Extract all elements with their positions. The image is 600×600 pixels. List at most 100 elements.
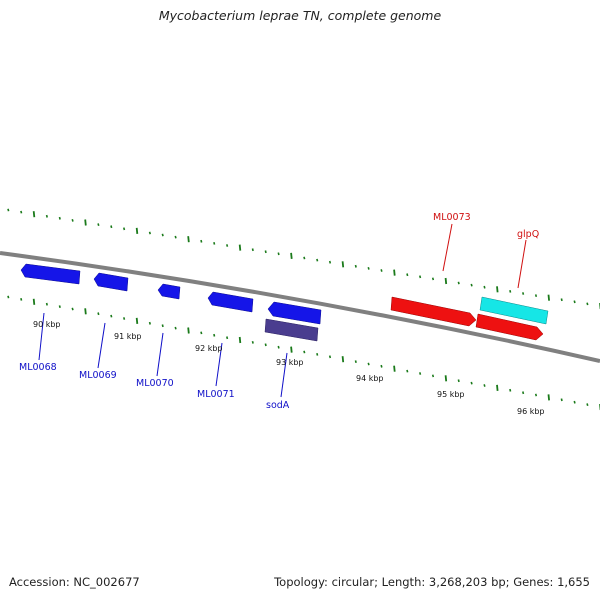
gene-arrow-ml0069[interactable] bbox=[93, 272, 129, 292]
tick-mark bbox=[32, 211, 36, 218]
connector-glpq bbox=[517, 239, 527, 289]
connector-ml0073 bbox=[442, 223, 453, 272]
upper-tick-track bbox=[7, 208, 600, 310]
kbp-label: 91 kbp bbox=[114, 332, 142, 341]
tick-mark bbox=[238, 244, 242, 251]
tick-mark bbox=[277, 252, 280, 256]
tick-mark bbox=[367, 362, 370, 366]
tick-mark bbox=[84, 219, 87, 226]
tick-mark bbox=[534, 294, 538, 297]
tick-mark bbox=[264, 343, 267, 347]
gene-label-glpq[interactable]: glpQ bbox=[517, 229, 539, 240]
tick-mark bbox=[509, 290, 512, 293]
tick-mark bbox=[303, 256, 306, 260]
gene-arrow-ml0071[interactable] bbox=[207, 291, 254, 313]
tick-mark bbox=[58, 216, 61, 220]
connector-ml0069 bbox=[97, 322, 106, 369]
kbp-scale-labels: 90 kbp 91 kbp 92 kbp 93 kbp 94 kbp 95 kb… bbox=[33, 320, 545, 416]
tick-mark bbox=[573, 400, 576, 404]
tick-mark bbox=[457, 281, 460, 285]
tick-mark bbox=[444, 375, 448, 382]
gene-label-ml0070[interactable]: ML0070 bbox=[136, 378, 174, 389]
tick-mark bbox=[419, 275, 422, 279]
tick-mark bbox=[586, 403, 589, 406]
tick-mark bbox=[354, 360, 357, 363]
tick-mark bbox=[226, 244, 229, 247]
kbp-label: 93 kbp bbox=[276, 358, 304, 367]
tick-mark bbox=[110, 225, 113, 229]
tick-mark bbox=[496, 286, 499, 293]
tick-mark bbox=[7, 208, 10, 212]
tick-mark bbox=[393, 269, 396, 276]
gene-arrow-ml0070[interactable] bbox=[157, 283, 181, 300]
gene-bar-glpq[interactable] bbox=[479, 296, 549, 325]
tick-mark bbox=[367, 267, 370, 270]
tick-mark bbox=[509, 388, 512, 392]
gene-arrow-soda-blue[interactable] bbox=[267, 301, 322, 325]
tick-mark bbox=[251, 341, 254, 344]
tick-mark bbox=[560, 398, 563, 402]
tick-mark bbox=[97, 223, 100, 226]
gene-arrow-ml0068[interactable] bbox=[20, 263, 81, 285]
tick-mark bbox=[213, 242, 216, 245]
tick-mark bbox=[148, 321, 151, 325]
tick-mark bbox=[32, 298, 36, 305]
connector-ml0070 bbox=[156, 332, 164, 377]
gene-label-ml0073[interactable]: ML0073 bbox=[433, 212, 471, 223]
tick-mark bbox=[328, 355, 332, 359]
tick-mark bbox=[123, 227, 126, 231]
tick-mark bbox=[200, 239, 203, 243]
tick-mark bbox=[303, 350, 306, 354]
tick-mark bbox=[419, 372, 422, 375]
tick-mark bbox=[483, 285, 486, 289]
tick-mark bbox=[316, 258, 319, 262]
tick-mark bbox=[123, 317, 126, 320]
gene-label-ml0068[interactable]: ML0068 bbox=[19, 362, 57, 373]
tick-mark bbox=[20, 298, 23, 301]
tick-mark bbox=[457, 379, 460, 383]
connector-ml0068 bbox=[38, 312, 45, 361]
tick-mark bbox=[444, 277, 448, 285]
tick-mark bbox=[200, 331, 203, 335]
tick-mark bbox=[187, 327, 190, 334]
gene-label-ml0071[interactable]: ML0071 bbox=[197, 389, 235, 400]
tick-mark bbox=[45, 302, 48, 306]
tick-mark bbox=[290, 346, 293, 353]
tick-mark bbox=[84, 308, 87, 315]
tick-mark bbox=[547, 394, 550, 401]
tick-mark bbox=[328, 260, 332, 264]
kbp-label: 92 kbp bbox=[195, 344, 223, 353]
genome-backbone bbox=[0, 251, 600, 363]
gene-bar-soda[interactable] bbox=[264, 318, 319, 342]
tick-mark bbox=[7, 295, 10, 299]
lower-tick-track bbox=[7, 295, 600, 411]
tick-mark bbox=[71, 219, 74, 222]
tick-mark bbox=[431, 277, 435, 281]
tick-mark bbox=[586, 302, 589, 306]
tick-mark bbox=[406, 273, 409, 277]
tick-mark bbox=[174, 235, 177, 239]
tick-mark bbox=[148, 231, 151, 235]
tick-mark bbox=[431, 374, 435, 378]
tick-mark bbox=[470, 283, 473, 287]
tick-mark bbox=[277, 345, 280, 349]
tick-mark bbox=[174, 326, 177, 330]
kbp-label: 90 kbp bbox=[33, 320, 61, 329]
tick-mark bbox=[58, 305, 61, 308]
kbp-label: 95 kbp bbox=[437, 390, 465, 399]
tick-mark bbox=[71, 307, 74, 311]
gene-arrow-glpq-red[interactable] bbox=[475, 313, 544, 341]
tick-mark bbox=[547, 294, 550, 301]
tick-mark bbox=[110, 314, 113, 318]
tick-mark bbox=[470, 381, 473, 385]
tick-mark bbox=[290, 252, 293, 259]
tick-mark bbox=[161, 233, 164, 237]
accession-text: Accession: NC_002677 bbox=[9, 575, 140, 589]
gene-label-ml0069[interactable]: ML0069 bbox=[79, 370, 117, 381]
gene-arrow-ml0073[interactable] bbox=[390, 296, 477, 327]
tick-mark bbox=[226, 336, 229, 340]
tick-mark bbox=[522, 391, 525, 395]
gene-label-soda[interactable]: sodA bbox=[266, 400, 290, 411]
tick-mark bbox=[380, 269, 383, 272]
